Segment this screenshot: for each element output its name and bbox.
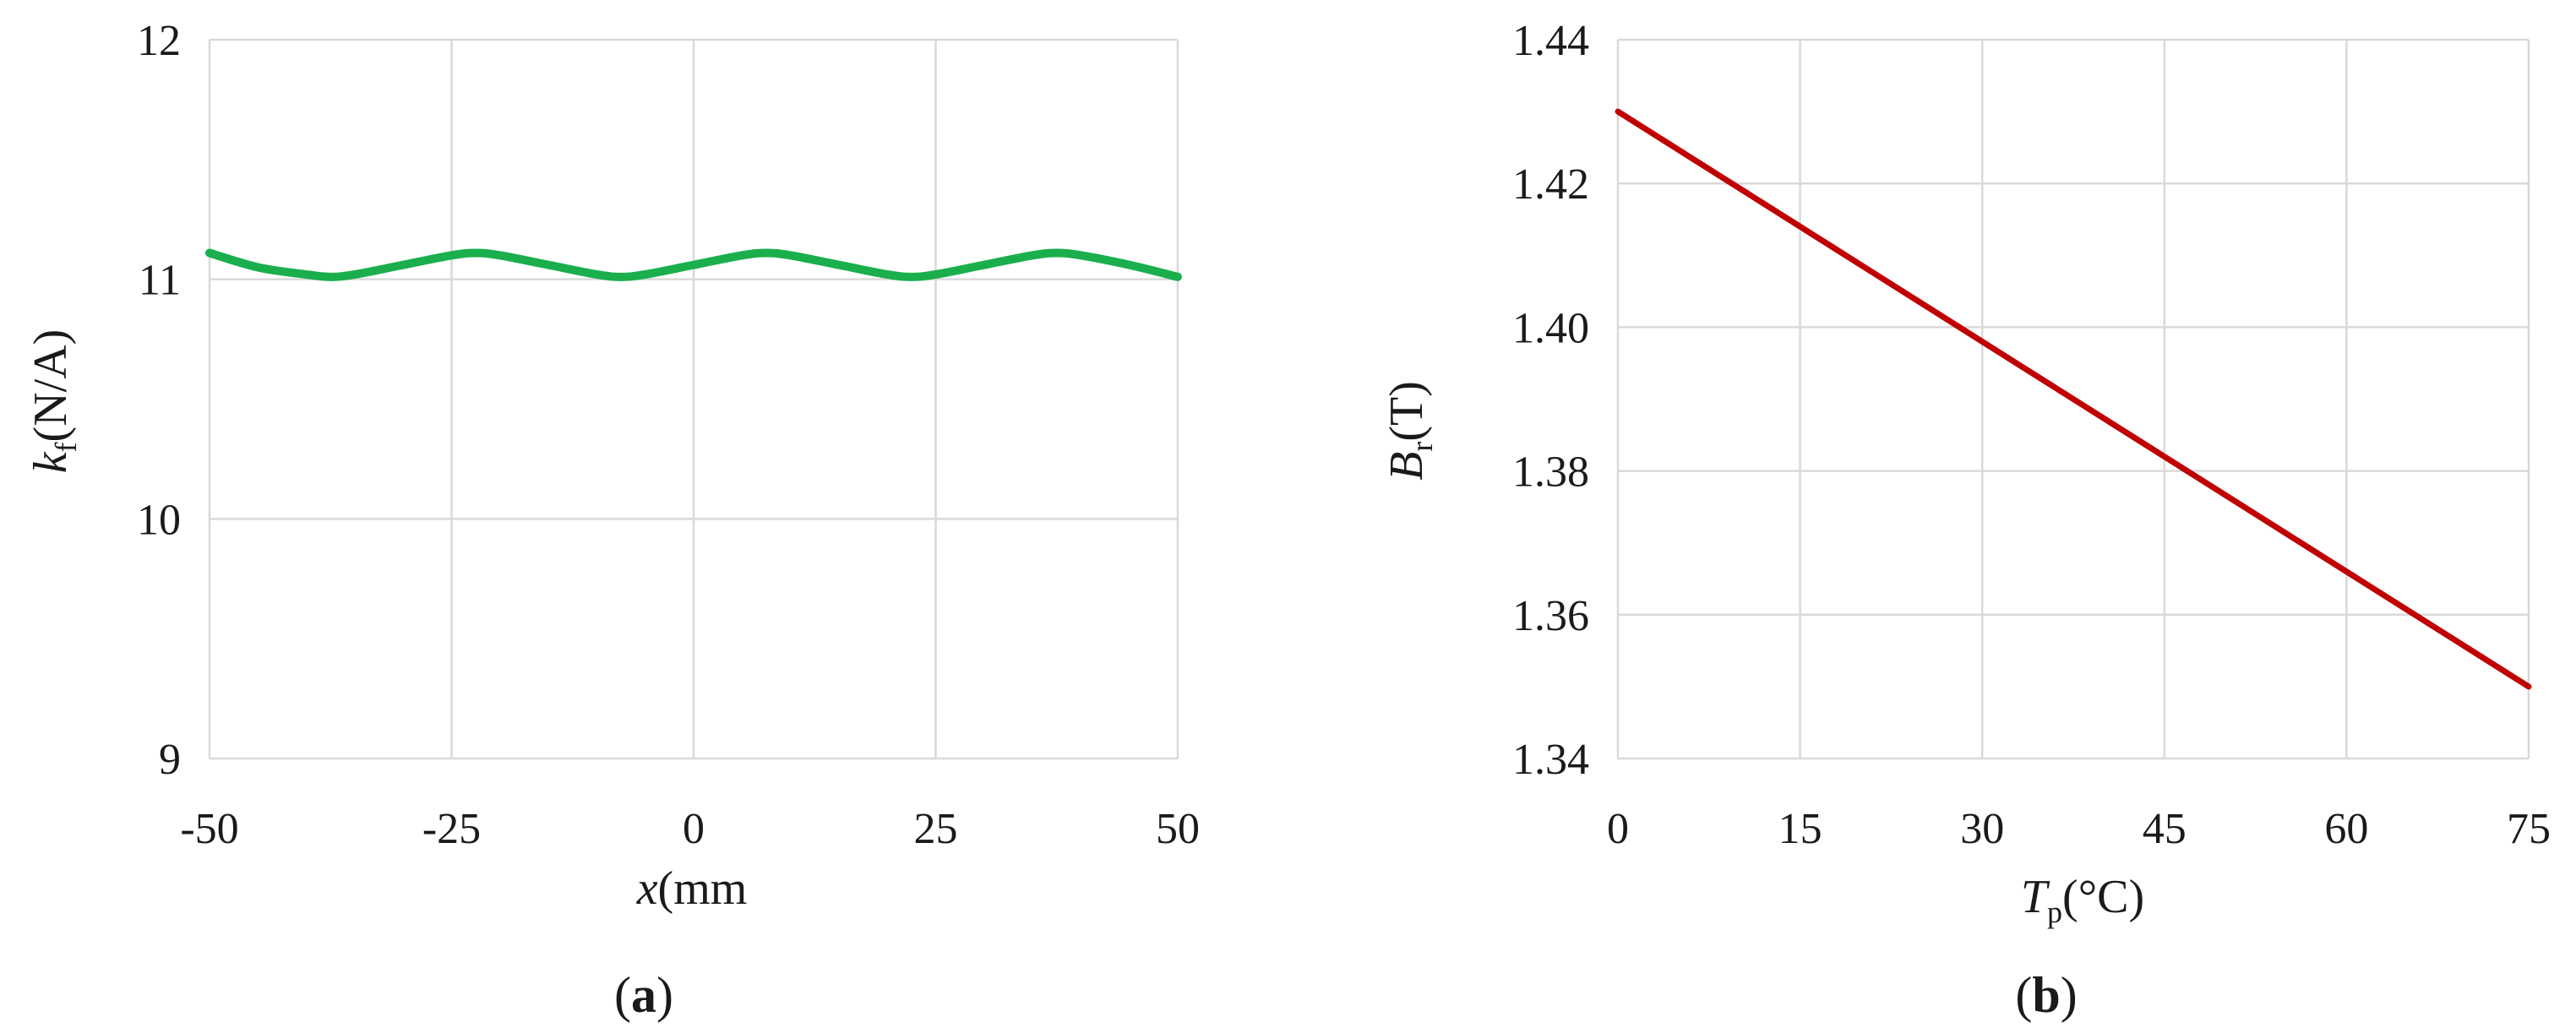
series-line xyxy=(205,248,1182,281)
y-tick-label: 10 xyxy=(137,496,181,544)
panel-label-b: (b) xyxy=(2015,967,2077,1023)
chart-panel-b: 0 15 30 45 60 75 1.34 1.36 1.38 1.40 1.42 1.44 Tp(… xyxy=(1381,17,2551,1023)
y-tick-labels-b: 1.34 1.36 1.38 1.40 1.42 1.44 xyxy=(1512,17,1589,784)
y-tick-label: 9 xyxy=(159,736,181,784)
chart-panel-a: -50 -25 0 25 50 9 10 11 12 x(mm kf(N/A) (a) xyxy=(25,17,1200,1023)
x-tick-labels-b: 0 15 30 45 60 75 xyxy=(1607,805,2551,853)
y-axis-label-b: Br(T) xyxy=(1381,381,1439,481)
y-tick-label: 1.36 xyxy=(1512,592,1589,640)
y-axis-label-a: kf(N/A) xyxy=(25,329,83,474)
gridlines-a xyxy=(208,38,1179,760)
panel-label-a: (a) xyxy=(614,967,673,1023)
x-tick-label: 15 xyxy=(1778,805,1822,853)
x-axis-label-b: Tp(°C) xyxy=(2021,871,2144,929)
y-tick-label: 1.40 xyxy=(1512,304,1589,352)
x-tick-label: 60 xyxy=(2324,805,2368,853)
x-tick-label: -50 xyxy=(180,805,238,853)
y-tick-label: 1.44 xyxy=(1512,17,1589,65)
series-line xyxy=(1615,108,2532,690)
x-tick-label: 0 xyxy=(683,805,705,853)
x-tick-label: 45 xyxy=(2143,805,2187,853)
y-tick-label: 1.38 xyxy=(1512,449,1589,497)
y-tick-label: 11 xyxy=(139,257,181,305)
series-a xyxy=(205,248,1182,281)
x-tick-label: 75 xyxy=(2507,805,2551,853)
y-tick-labels-a: 9 10 11 12 xyxy=(137,17,181,784)
y-tick-label: 1.42 xyxy=(1512,160,1589,209)
x-tick-label: 0 xyxy=(1607,805,1629,853)
x-axis-label-a: x(mm xyxy=(636,862,748,915)
y-tick-label: 12 xyxy=(137,17,181,65)
x-tick-labels-a: -50 -25 0 25 50 xyxy=(180,805,1200,853)
x-tick-label: 25 xyxy=(914,805,958,853)
y-tick-label: 1.34 xyxy=(1512,736,1589,784)
gridlines-b xyxy=(1616,38,2530,760)
x-tick-label: 30 xyxy=(1960,805,2004,853)
x-tick-label: -25 xyxy=(422,805,481,853)
x-tick-label: 50 xyxy=(1156,805,1200,853)
series-b xyxy=(1615,108,2532,690)
